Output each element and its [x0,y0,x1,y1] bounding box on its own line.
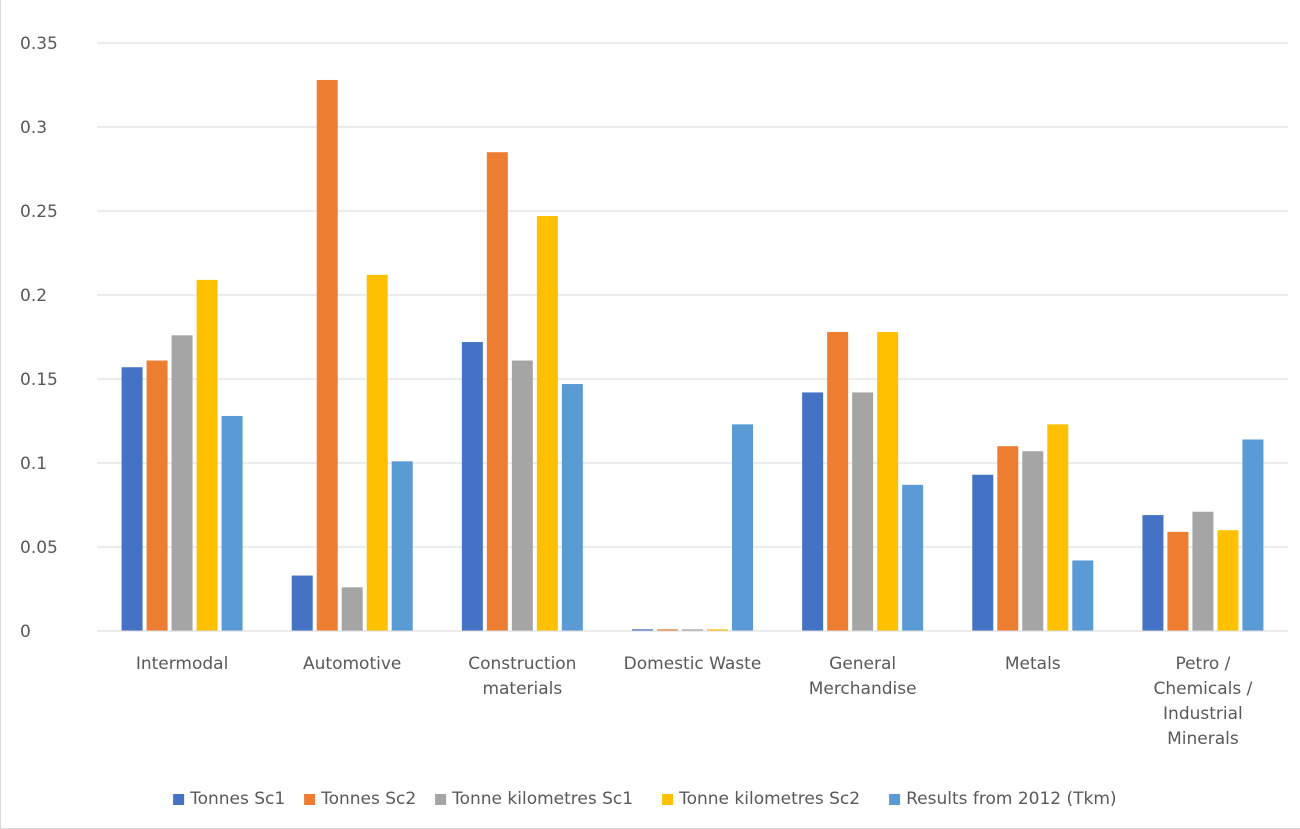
x-category-label: Merchandise [809,679,917,699]
bar [1022,451,1044,631]
x-category-label: Domestic Waste [624,654,762,674]
bar [536,216,558,632]
legend-label: Tonne kilometres Sc2 [678,789,860,809]
legend-swatch [889,794,901,805]
y-tick-label: 0.1 [20,454,47,474]
legend-swatch [662,794,674,805]
bar [852,392,874,631]
legend-label: Results from 2012 (Tkm) [906,789,1116,809]
bar [997,446,1019,631]
x-category-label: materials [482,679,562,699]
bar [707,629,728,631]
bar [802,392,824,631]
x-category-label: Chemicals / [1153,679,1252,699]
y-tick-label: 0.2 [20,286,47,306]
bar [632,629,653,631]
bar [221,415,243,631]
bar [391,461,413,631]
bar [1242,439,1264,631]
x-category-label: Petro / [1175,654,1230,674]
bar [1142,515,1164,631]
bar [341,587,363,631]
bar [682,629,703,631]
y-tick-label: 0.35 [20,34,58,54]
bar [1072,560,1094,631]
bar [1192,511,1214,631]
x-category-label: Industrial [1163,704,1243,724]
x-category-label: Metals [1005,654,1061,674]
bar [196,279,218,631]
legend-swatch [304,794,316,805]
x-category-label: Minerals [1167,729,1239,749]
bar [316,79,338,631]
bar [366,274,388,631]
legend-label: Tonnes Sc2 [320,789,416,809]
bar [657,629,678,631]
y-tick-label: 0.05 [20,538,58,558]
legend-label: Tonne kilometres Sc1 [451,789,633,809]
legend-label: Tonnes Sc1 [189,789,285,809]
x-category-label: Automotive [303,654,401,674]
bar [1047,424,1069,631]
bar [1167,531,1189,631]
bar [561,384,583,631]
bar [486,152,508,631]
legend-swatch [173,794,185,805]
bar [877,331,899,631]
bar [291,575,313,631]
bar [732,424,753,631]
legend-swatch [435,794,447,805]
y-tick-label: 0.15 [20,370,58,390]
bar [461,342,483,631]
x-category-label: General [829,654,896,674]
bar [146,360,168,631]
x-category-label: Intermodal [136,654,229,674]
bar [972,474,994,631]
y-tick-label: 0.25 [20,202,58,222]
bar [171,335,193,631]
bar [1217,530,1239,631]
x-category-label: Construction [468,654,576,674]
bar [121,367,143,631]
bar [511,360,533,631]
bar [902,484,924,631]
y-tick-label: 0.3 [20,118,47,138]
bar [827,331,849,631]
y-tick-label: 0 [20,622,31,642]
